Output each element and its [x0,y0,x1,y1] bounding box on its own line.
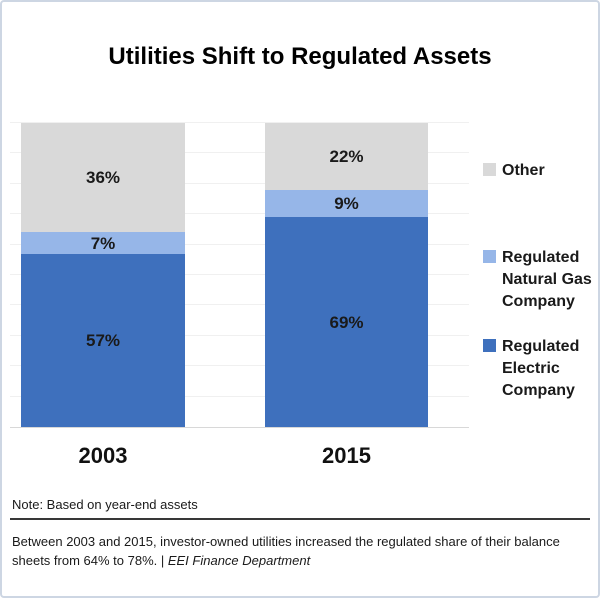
legend-item-other: Other [483,160,598,182]
legend-label: Regulated Electric Company [502,338,580,399]
gridline [10,243,469,245]
bar-2015: 69% 9% 22% [265,123,428,427]
data-label: 57% [85,330,121,350]
legend-item-regulated-electric-company: Regulated Electric Company [483,336,598,402]
legend-swatch-icon [483,163,496,176]
gridline [10,334,469,336]
plot-area: 57% 7% 36% 69% 9% 22% [10,122,469,428]
caption-source: EEI Finance Department [167,553,311,568]
legend-swatch-icon [483,250,496,263]
legend-label: Other [502,162,545,179]
divider-line [10,518,590,520]
caption: Between 2003 and 2015, investor-owned ut… [12,532,596,570]
gridline [10,122,469,123]
gridline [10,304,469,306]
segment-other-2015: 22% [265,123,428,190]
note-text: Note: Based on year-end assets [12,497,198,512]
gridline [10,182,469,184]
legend-swatch-icon [483,339,496,352]
data-label: 36% [85,168,121,188]
gridline [10,213,469,215]
chart-title: Utilities Shift to Regulated Assets [108,43,492,70]
gridline [10,152,469,154]
gridline [10,274,469,275]
data-label: 9% [334,194,359,214]
data-label: 7% [90,233,116,253]
x-axis-label-2003: 2003 [78,443,128,468]
bar-2003: 57% 7% 36% [21,123,185,427]
caption-text: Between 2003 and 2015, investor-owned ut… [12,534,560,568]
segment-regulated-electric-company-2003: 57% [21,253,185,427]
gridline [10,365,469,367]
x-axis-label-2015: 2015 [322,443,371,468]
data-label: 22% [329,146,364,166]
legend-item-regulated-natural-gas-company: Regulated Natural Gas Company [483,247,598,313]
segment-regulated-natural-gas-company-2015: 9% [265,189,428,218]
segment-other-2003: 36% [21,123,185,233]
segment-regulated-electric-company-2015: 69% [265,217,428,427]
gridline [10,395,469,397]
data-label: 69% [329,312,364,332]
legend-label: Regulated Natural Gas Company [502,249,592,310]
segment-regulated-natural-gas-company-2003: 7% [21,232,185,254]
